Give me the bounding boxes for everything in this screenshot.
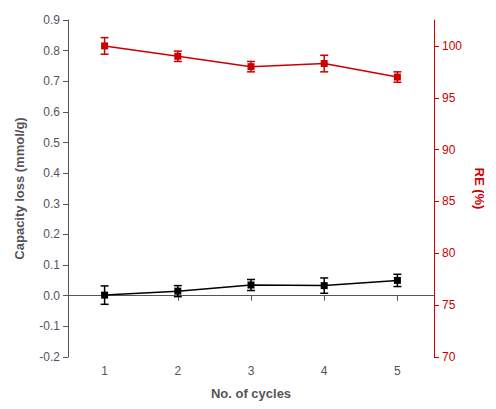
svg-text:0.6: 0.6 bbox=[43, 105, 60, 119]
svg-text:70: 70 bbox=[442, 350, 456, 364]
svg-text:-0.2: -0.2 bbox=[39, 350, 60, 364]
svg-text:100: 100 bbox=[442, 39, 462, 53]
svg-text:0.8: 0.8 bbox=[43, 44, 60, 58]
svg-text:95: 95 bbox=[442, 91, 456, 105]
svg-text:RE (%): RE (%) bbox=[472, 168, 487, 210]
svg-text:0.1: 0.1 bbox=[43, 258, 60, 272]
svg-text:3: 3 bbox=[248, 364, 255, 378]
svg-text:75: 75 bbox=[442, 298, 456, 312]
svg-text:0.7: 0.7 bbox=[43, 74, 60, 88]
svg-text:2: 2 bbox=[174, 364, 181, 378]
svg-text:5: 5 bbox=[394, 364, 401, 378]
svg-text:0.0: 0.0 bbox=[43, 289, 60, 303]
svg-text:85: 85 bbox=[442, 194, 456, 208]
svg-text:-0.1: -0.1 bbox=[39, 319, 60, 333]
svg-text:No. of cycles: No. of cycles bbox=[211, 386, 291, 401]
svg-text:0.5: 0.5 bbox=[43, 136, 60, 150]
svg-text:0.3: 0.3 bbox=[43, 197, 60, 211]
svg-text:90: 90 bbox=[442, 143, 456, 157]
svg-text:0.4: 0.4 bbox=[43, 166, 60, 180]
svg-text:0.9: 0.9 bbox=[43, 13, 60, 27]
svg-text:0.2: 0.2 bbox=[43, 227, 60, 241]
svg-text:1: 1 bbox=[101, 364, 108, 378]
svg-text:4: 4 bbox=[321, 364, 328, 378]
svg-text:80: 80 bbox=[442, 246, 456, 260]
svg-text:Capacity loss (mmol/g): Capacity loss (mmol/g) bbox=[12, 117, 27, 259]
